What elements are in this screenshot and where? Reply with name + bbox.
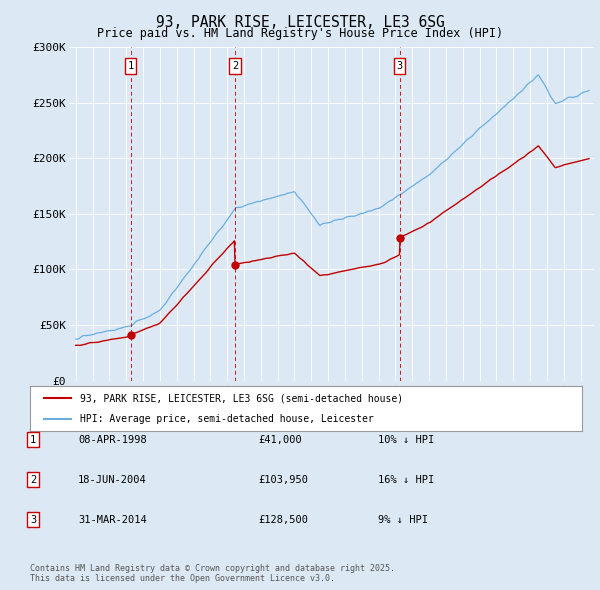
Text: 3: 3: [30, 515, 36, 525]
Text: 1: 1: [30, 435, 36, 444]
Text: 3: 3: [397, 61, 403, 71]
Text: 9% ↓ HPI: 9% ↓ HPI: [378, 515, 428, 525]
Text: 18-JUN-2004: 18-JUN-2004: [78, 475, 147, 484]
Text: 2: 2: [232, 61, 238, 71]
Text: 31-MAR-2014: 31-MAR-2014: [78, 515, 147, 525]
Text: Contains HM Land Registry data © Crown copyright and database right 2025.
This d: Contains HM Land Registry data © Crown c…: [30, 563, 395, 583]
Text: 93, PARK RISE, LEICESTER, LE3 6SG (semi-detached house): 93, PARK RISE, LEICESTER, LE3 6SG (semi-…: [80, 394, 403, 404]
Text: 93, PARK RISE, LEICESTER, LE3 6SG: 93, PARK RISE, LEICESTER, LE3 6SG: [155, 15, 445, 30]
Text: £103,950: £103,950: [258, 475, 308, 484]
Text: Price paid vs. HM Land Registry's House Price Index (HPI): Price paid vs. HM Land Registry's House …: [97, 27, 503, 40]
Text: HPI: Average price, semi-detached house, Leicester: HPI: Average price, semi-detached house,…: [80, 414, 373, 424]
Text: 08-APR-1998: 08-APR-1998: [78, 435, 147, 444]
Text: 1: 1: [128, 61, 134, 71]
Text: £128,500: £128,500: [258, 515, 308, 525]
Text: 10% ↓ HPI: 10% ↓ HPI: [378, 435, 434, 444]
Text: 2: 2: [30, 475, 36, 484]
Text: 16% ↓ HPI: 16% ↓ HPI: [378, 475, 434, 484]
Text: £41,000: £41,000: [258, 435, 302, 444]
